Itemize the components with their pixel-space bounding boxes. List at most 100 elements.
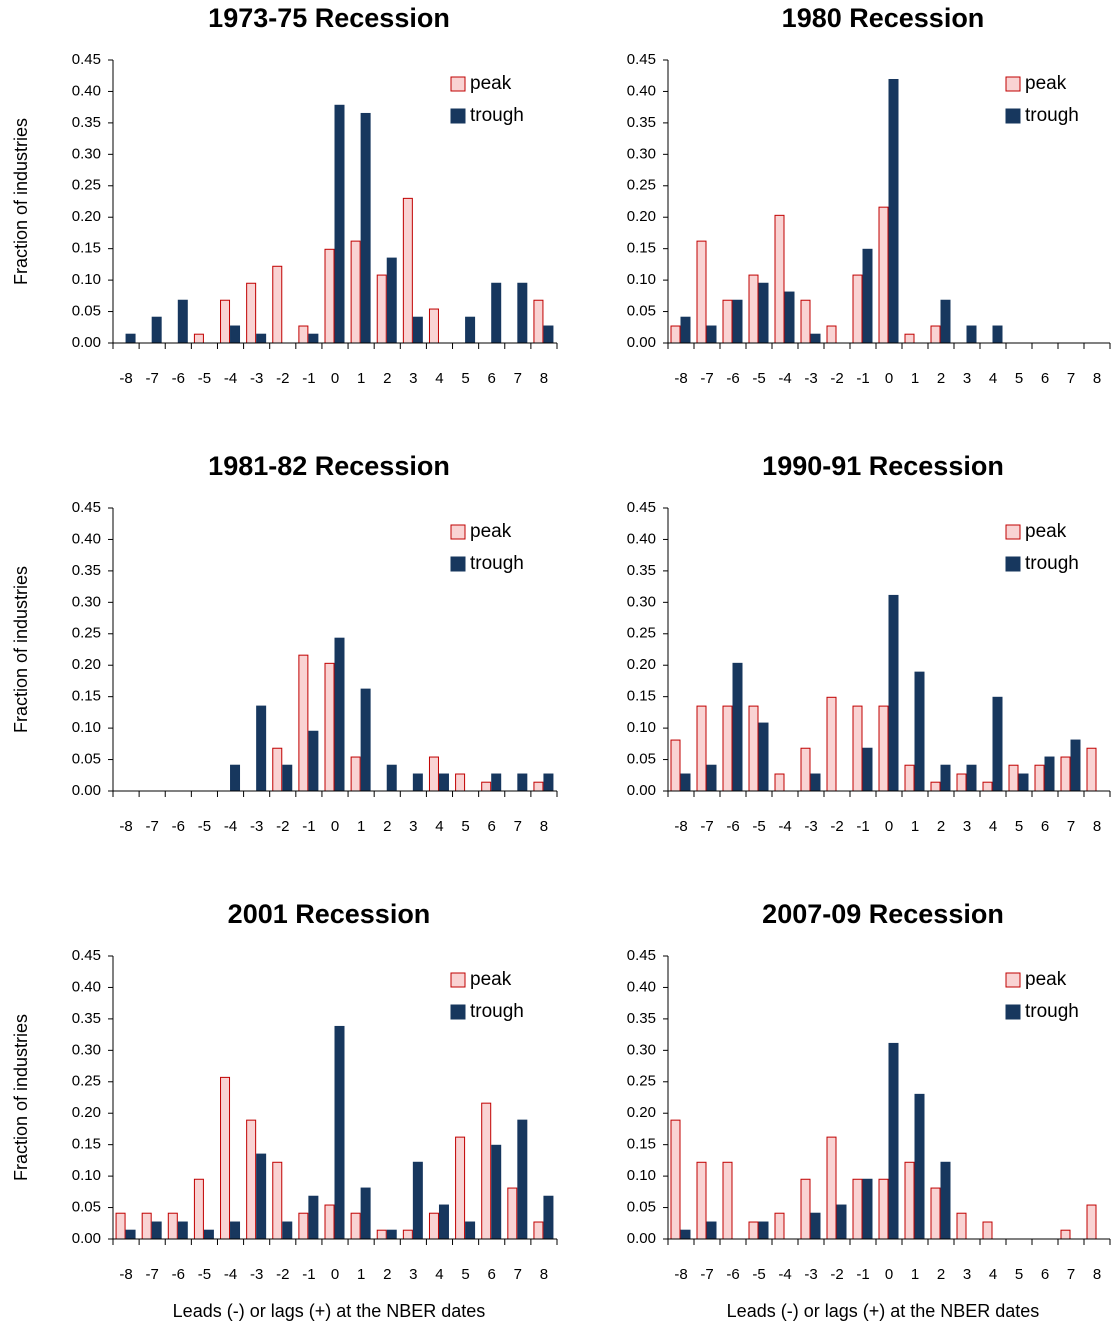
- bar: [517, 282, 528, 344]
- y-tick-label: 0.20: [72, 1104, 101, 1121]
- x-tick-label: 8: [540, 818, 548, 835]
- x-tick-label: -4: [778, 818, 791, 835]
- bar: [350, 240, 361, 344]
- y-tick-label: 0.45: [627, 51, 656, 68]
- y-tick-label: 0.15: [72, 688, 101, 705]
- bar: [324, 248, 335, 344]
- legend-label: trough: [470, 553, 524, 574]
- x-tick-label: 4: [989, 1266, 997, 1283]
- bar: [402, 197, 413, 344]
- bar: [507, 1187, 518, 1240]
- bar: [1044, 756, 1055, 792]
- bar: [438, 1204, 449, 1240]
- x-tick-label: -2: [830, 1266, 843, 1283]
- bar: [862, 1178, 873, 1240]
- x-tick-label: 0: [885, 818, 893, 835]
- bar: [376, 274, 387, 344]
- x-tick-label: 7: [514, 818, 522, 835]
- x-tick-label: 2: [383, 1266, 391, 1283]
- y-tick-label: 0.45: [72, 51, 101, 68]
- y-tick-label: 0.25: [72, 625, 101, 642]
- bar: [1060, 756, 1071, 792]
- x-tick-label: 6: [488, 1266, 496, 1283]
- y-tick-label: 0.30: [627, 1041, 656, 1058]
- bar: [491, 773, 502, 792]
- x-tick-label: -5: [198, 818, 211, 835]
- bar: [491, 282, 502, 344]
- legend-label: trough: [1025, 1001, 1079, 1022]
- bar: [904, 333, 915, 344]
- bar: [115, 1212, 126, 1240]
- y-tick-label: 0.30: [72, 593, 101, 610]
- y-tick-label: 0.15: [627, 688, 656, 705]
- x-tick-label: 7: [514, 1266, 522, 1283]
- bar: [904, 764, 915, 792]
- bar: [308, 730, 319, 792]
- y-tick-label: 0.30: [627, 145, 656, 162]
- legend-swatch: [1005, 108, 1021, 124]
- bar: [1086, 1204, 1097, 1240]
- bar: [774, 1212, 785, 1240]
- y-tick-label: 0.45: [72, 947, 101, 964]
- bar: [412, 1161, 423, 1240]
- bar: [151, 316, 162, 344]
- x-tick-label: -4: [224, 370, 237, 387]
- y-tick-label: 0.15: [72, 240, 101, 257]
- bar: [334, 637, 345, 792]
- chart-title: 2007-09 Recession: [762, 899, 1004, 929]
- y-tick-label: 0.20: [627, 208, 656, 225]
- x-tick-label: -4: [778, 1266, 791, 1283]
- bar: [1008, 764, 1019, 792]
- x-tick-label: 3: [409, 818, 417, 835]
- x-tick-label: -6: [726, 370, 739, 387]
- y-tick-label: 0.05: [72, 1199, 101, 1216]
- legend-swatch: [450, 972, 466, 988]
- bar: [810, 773, 821, 792]
- bar: [670, 325, 681, 344]
- y-tick-label: 0.05: [627, 1199, 656, 1216]
- bar: [774, 214, 785, 344]
- x-tick-label: 5: [1015, 370, 1023, 387]
- bar: [455, 773, 466, 792]
- x-tick-label: -2: [830, 370, 843, 387]
- y-tick-label: 0.40: [72, 978, 101, 995]
- bar: [1034, 764, 1045, 792]
- x-tick-label: 0: [331, 370, 339, 387]
- y-axis-label: Fraction of industries: [11, 118, 31, 285]
- y-tick-label: 0.10: [72, 271, 101, 288]
- legend-label: trough: [1025, 105, 1079, 126]
- y-tick-label: 0.05: [627, 303, 656, 320]
- y-tick-label: 0.45: [72, 499, 101, 516]
- x-tick-label: -8: [119, 1266, 132, 1283]
- x-tick-label: 8: [540, 1266, 548, 1283]
- bar: [517, 773, 528, 792]
- bar: [966, 764, 977, 792]
- bar: [272, 747, 283, 792]
- bar: [543, 1195, 554, 1240]
- chart-title: 1990-91 Recession: [762, 451, 1004, 481]
- bar: [670, 739, 681, 792]
- bar: [177, 299, 188, 344]
- bar: [360, 112, 371, 344]
- bar: [878, 705, 889, 792]
- bar: [852, 705, 863, 792]
- bar: [324, 662, 335, 792]
- bar: [914, 1093, 925, 1240]
- x-tick-label: 5: [1015, 1266, 1023, 1283]
- bar: [125, 333, 136, 344]
- bar: [800, 299, 811, 344]
- x-axis-label: Leads (-) or lags (+) at the NBER dates: [727, 1301, 1040, 1321]
- x-tick-label: -8: [674, 818, 687, 835]
- y-tick-label: 0.05: [627, 751, 656, 768]
- bar: [748, 274, 759, 344]
- legend-label: peak: [470, 73, 512, 94]
- bar: [533, 781, 544, 792]
- x-tick-label: 1: [911, 818, 919, 835]
- x-tick-label: -1: [856, 818, 869, 835]
- chart-title: 1973-75 Recession: [208, 3, 450, 33]
- x-tick-label: -5: [752, 370, 765, 387]
- legend-label: peak: [470, 521, 512, 542]
- bar: [800, 1178, 811, 1240]
- bar: [308, 1195, 319, 1240]
- y-tick-label: 0.30: [72, 1041, 101, 1058]
